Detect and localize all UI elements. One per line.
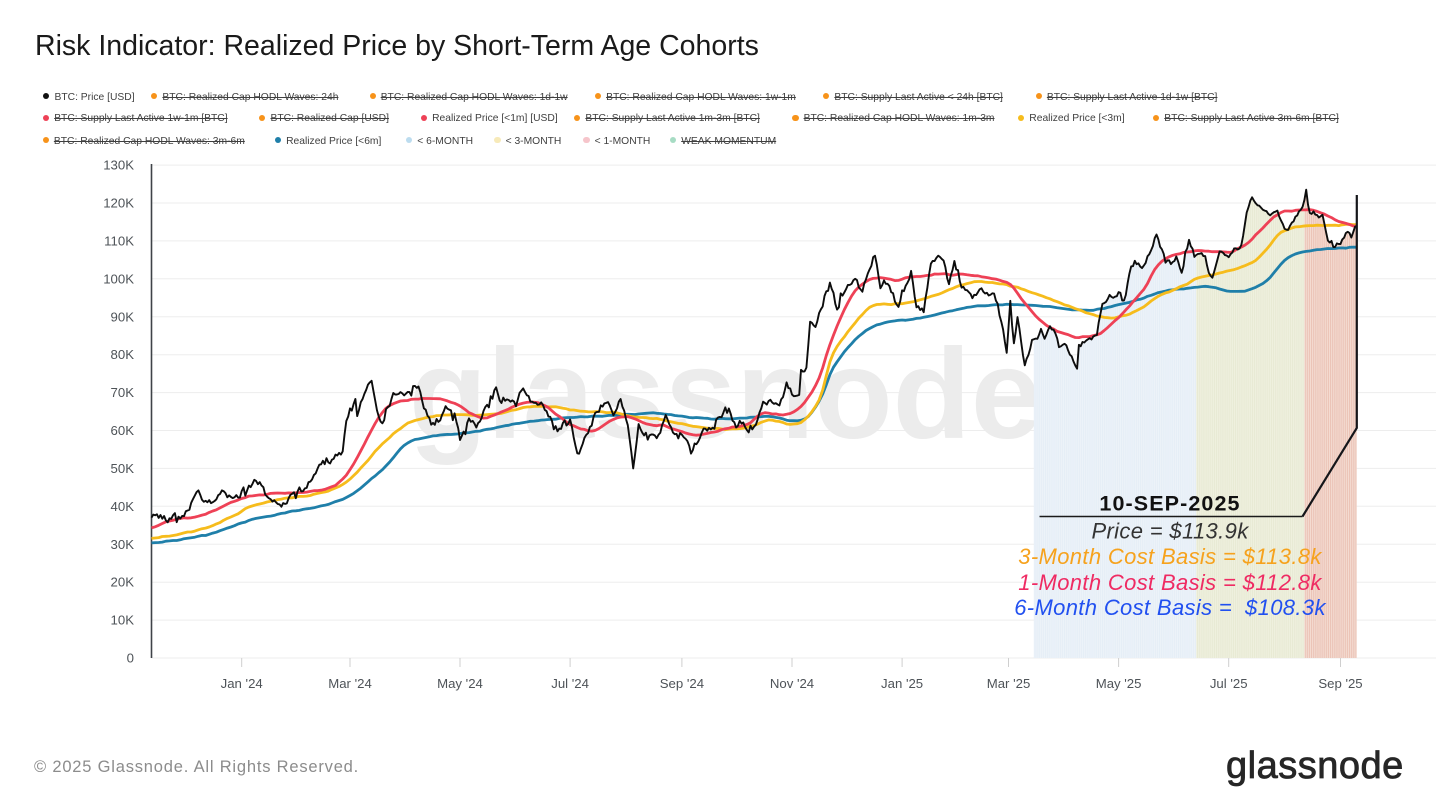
svg-text:6-Month Cost Basis = $108.3k: 6-Month Cost Basis = $108.3k (1014, 595, 1326, 620)
svg-text:60K: 60K (111, 423, 135, 438)
svg-text:Nov '24: Nov '24 (770, 676, 814, 691)
svg-text:120K: 120K (103, 196, 134, 211)
svg-text:130K: 130K (103, 158, 134, 173)
svg-text:110K: 110K (104, 233, 134, 248)
svg-text:0: 0 (127, 651, 134, 666)
svg-text:glassnode: glassnode (409, 323, 1042, 466)
svg-text:Sep '25: Sep '25 (1318, 676, 1362, 691)
svg-text:80K: 80K (111, 347, 135, 362)
svg-text:Mar '25: Mar '25 (987, 676, 1031, 691)
svg-text:50K: 50K (111, 461, 135, 476)
svg-text:Jul '24: Jul '24 (551, 676, 589, 691)
svg-text:3-Month Cost Basis = $113.8k: 3-Month Cost Basis = $113.8k (1018, 544, 1322, 569)
svg-text:30K: 30K (111, 537, 135, 552)
svg-text:Sep '24: Sep '24 (660, 676, 704, 691)
svg-text:Price = $113.9k: Price = $113.9k (1091, 518, 1249, 543)
svg-text:May '24: May '24 (437, 676, 483, 691)
svg-text:70K: 70K (111, 385, 135, 400)
svg-text:90K: 90K (111, 309, 135, 324)
svg-text:Mar '24: Mar '24 (328, 676, 372, 691)
svg-text:10K: 10K (111, 613, 135, 628)
svg-text:1-Month Cost Basis = $112.8k: 1-Month Cost Basis = $112.8k (1018, 570, 1322, 595)
svg-text:10-SEP-2025: 10-SEP-2025 (1099, 491, 1240, 515)
svg-text:40K: 40K (111, 499, 135, 514)
svg-text:Jan '24: Jan '24 (221, 676, 263, 691)
svg-text:May '25: May '25 (1096, 676, 1142, 691)
svg-text:20K: 20K (111, 575, 135, 590)
svg-text:Jul '25: Jul '25 (1210, 676, 1248, 691)
svg-text:Jan '25: Jan '25 (881, 676, 923, 691)
svg-text:100K: 100K (103, 271, 134, 286)
